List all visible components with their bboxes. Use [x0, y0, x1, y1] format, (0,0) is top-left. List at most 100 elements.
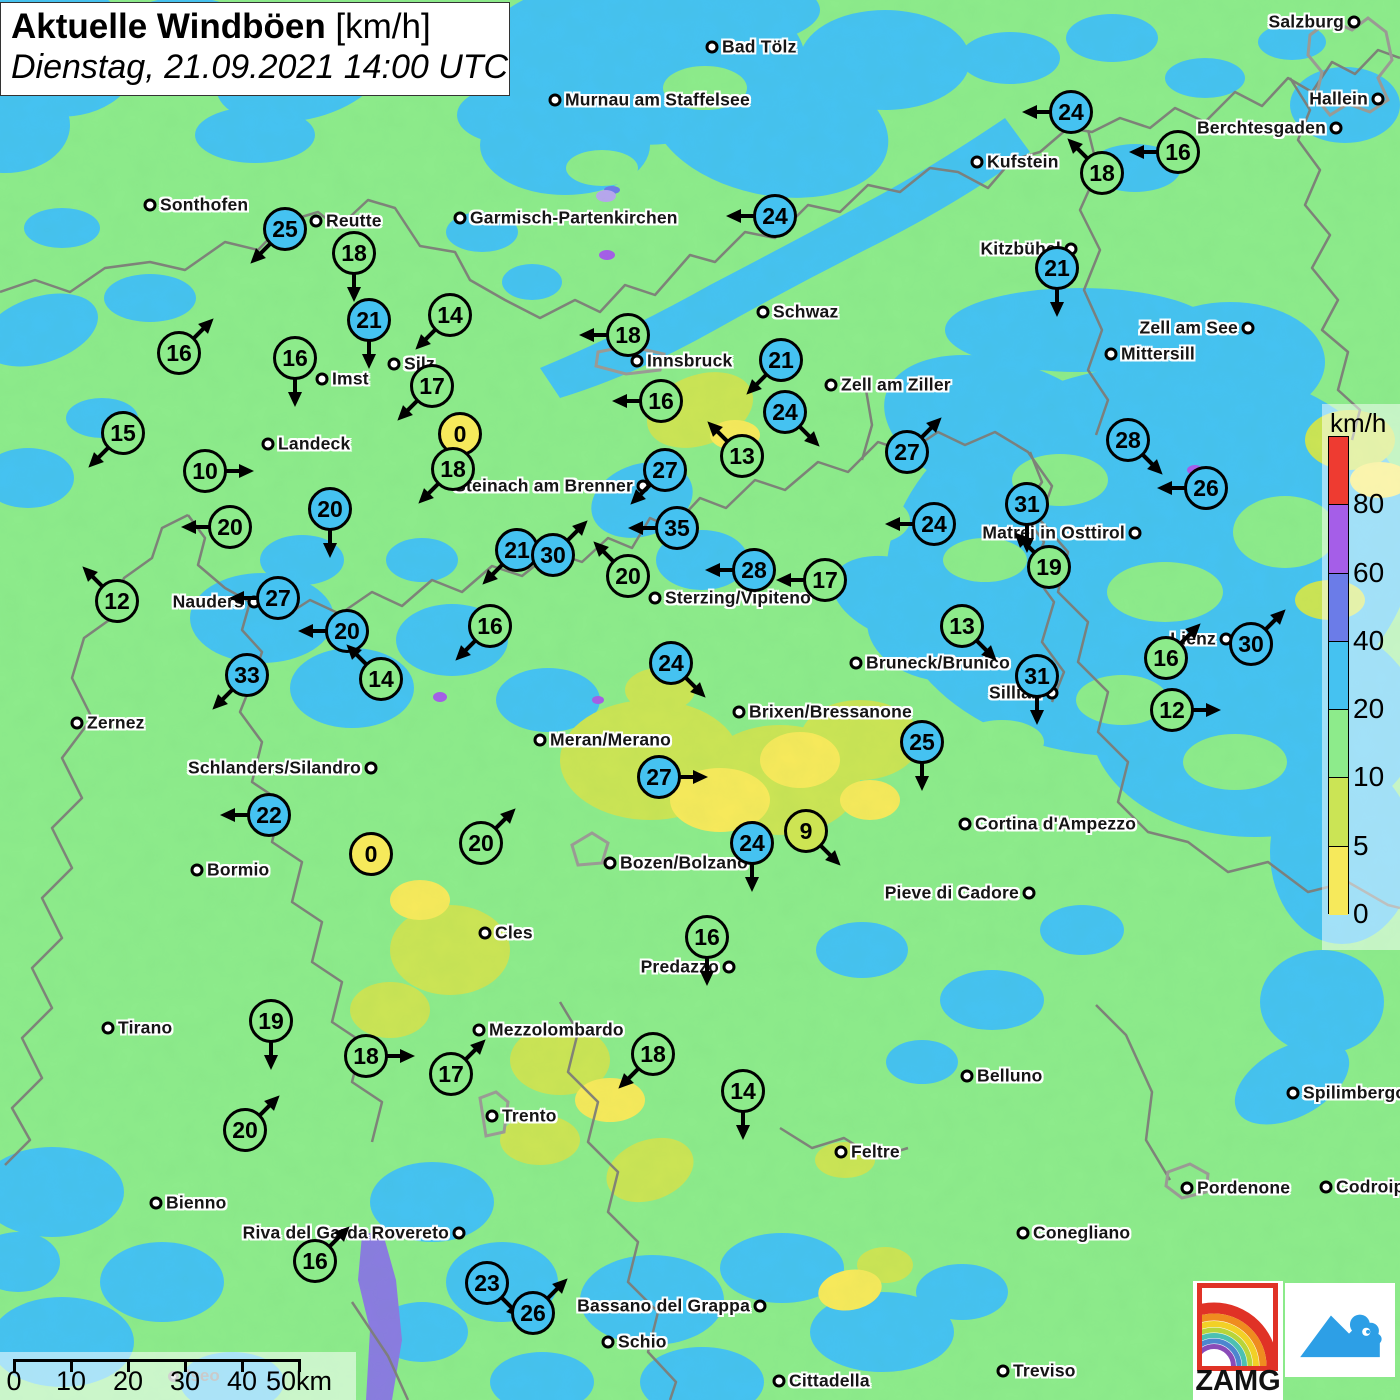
city-marker: [485, 1109, 499, 1123]
scale-tick: [70, 1359, 73, 1372]
wind-gust-value: 31: [1005, 482, 1049, 526]
wind-gust-value: 24: [912, 502, 956, 546]
wind-direction-arrow: [250, 242, 272, 264]
city-marker: [601, 1335, 615, 1349]
wind-direction-arrow: [328, 1226, 350, 1248]
wind-gust-value: 14: [359, 657, 403, 701]
city-marker: [756, 305, 770, 319]
wind-direction-arrow: [82, 566, 104, 588]
wind-gust-value: 16: [468, 604, 512, 648]
wind-direction-arrow: [726, 209, 754, 223]
city-marker: [1241, 321, 1255, 335]
wind-direction-arrow: [628, 521, 656, 535]
wind-gust-value: 10: [183, 449, 227, 493]
city-label: Rovereto: [371, 1222, 449, 1243]
city-label: Schlanders/Silandro: [187, 757, 361, 778]
wind-direction-arrow: [181, 520, 209, 534]
zamg-logo: ZAMG: [1193, 1281, 1283, 1400]
city-label: Pordenone: [1197, 1177, 1291, 1198]
city-label: Garmisch-Partenkirchen: [470, 207, 678, 228]
wind-gust-value: 21: [759, 338, 803, 382]
city-marker: [1016, 1226, 1030, 1240]
wind-gust-value: 20: [223, 1108, 267, 1152]
wind-gust-value: 26: [1184, 466, 1228, 510]
wind-direction-arrow: [745, 864, 759, 892]
legend-band: [1329, 505, 1348, 574]
city-label: Hallein: [1309, 88, 1368, 109]
title-main: Aktuelle Windböen: [11, 7, 326, 46]
wind-gust-value: 20: [459, 821, 503, 865]
wind-gust-value: 20: [208, 505, 252, 549]
scale-tick: [241, 1359, 244, 1372]
wind-direction-arrow: [746, 373, 768, 395]
city-label: Sonthofen: [160, 194, 249, 215]
legend-band: [1329, 846, 1348, 915]
wind-gust-value: 24: [753, 194, 797, 238]
wind-direction-arrow: [1067, 138, 1089, 160]
city-marker: [149, 1196, 163, 1210]
map-title: Aktuelle Windböen [km/h]: [11, 7, 499, 47]
city-label: Conegliano: [1033, 1222, 1131, 1243]
legend-tick-label: 80: [1353, 488, 1385, 520]
wind-gust-value: 18: [606, 313, 650, 357]
wind-direction-arrow: [1129, 145, 1157, 159]
city-label: Cittadella: [789, 1370, 870, 1391]
city-label: Feltre: [851, 1141, 900, 1162]
city-label: Bozen/Bolzano: [620, 852, 749, 873]
wind-gust-value: 16: [273, 336, 317, 380]
wind-direction-arrow: [915, 763, 929, 791]
city-marker: [387, 357, 401, 371]
wind-direction-arrow: [566, 520, 588, 542]
wind-gust-value: 12: [95, 579, 139, 623]
city-label: Cles: [495, 922, 533, 943]
wind-gust-value: 28: [1106, 418, 1150, 462]
legend-tick-label: 60: [1353, 556, 1385, 588]
wind-gust-value: 25: [900, 720, 944, 764]
wind-gust-value: 14: [721, 1069, 765, 1113]
scale-tick-label: 50km: [265, 1366, 333, 1396]
wind-gust-value: 18: [1080, 151, 1124, 195]
wind-direction-arrow: [387, 1049, 415, 1063]
wind-gust-value: 20: [325, 609, 369, 653]
wind-direction-arrow: [1179, 623, 1201, 645]
city-label: Zell am See: [1139, 317, 1238, 338]
wind-gust-value: 24: [763, 390, 807, 434]
wind-gust-value: 26: [511, 1291, 555, 1335]
wind-direction-arrow: [819, 844, 841, 866]
city-label: Codroipo: [1336, 1176, 1400, 1197]
wind-gust-value: 17: [429, 1052, 473, 1096]
wind-gust-value: 14: [428, 293, 472, 337]
wind-gust-value: 13: [720, 434, 764, 478]
wind-gust-value: 25: [263, 207, 307, 251]
wind-direction-arrow: [975, 639, 997, 661]
wind-direction-arrow: [707, 421, 729, 443]
city-label: Cortina d'Ampezzo: [975, 813, 1137, 834]
wind-direction-arrow: [700, 958, 714, 986]
wind-gust-value: 9: [784, 809, 828, 853]
legend-band: [1329, 437, 1348, 506]
city-label: Zell am Ziller: [841, 374, 951, 395]
city-marker: [452, 1226, 466, 1240]
scale-tick: [13, 1359, 16, 1372]
city-marker: [849, 656, 863, 670]
wind-direction-arrow: [1022, 105, 1050, 119]
city-label: Murnau am Staffelsee: [565, 89, 750, 110]
city-marker: [315, 372, 329, 386]
city-marker: [705, 40, 719, 54]
wind-direction-arrow: [885, 517, 913, 531]
wind-direction-arrow: [264, 1042, 278, 1070]
wind-gust-value: 0: [349, 832, 393, 876]
zamg-logo-text: ZAMG: [1195, 1365, 1281, 1397]
legend-band: [1329, 573, 1348, 642]
wind-gust-value: 27: [643, 448, 687, 492]
city-marker: [190, 863, 204, 877]
wind-direction-arrow: [192, 318, 214, 340]
wind-gust-value: 20: [308, 487, 352, 531]
wind-gust-value: 19: [249, 999, 293, 1043]
city-marker: [732, 705, 746, 719]
wind-gust-value: 16: [1144, 636, 1188, 680]
wind-gust-value: 33: [225, 653, 269, 697]
city-label: Innsbruck: [647, 350, 733, 371]
wind-direction-arrow: [415, 328, 437, 350]
city-label: Schio: [618, 1331, 667, 1352]
